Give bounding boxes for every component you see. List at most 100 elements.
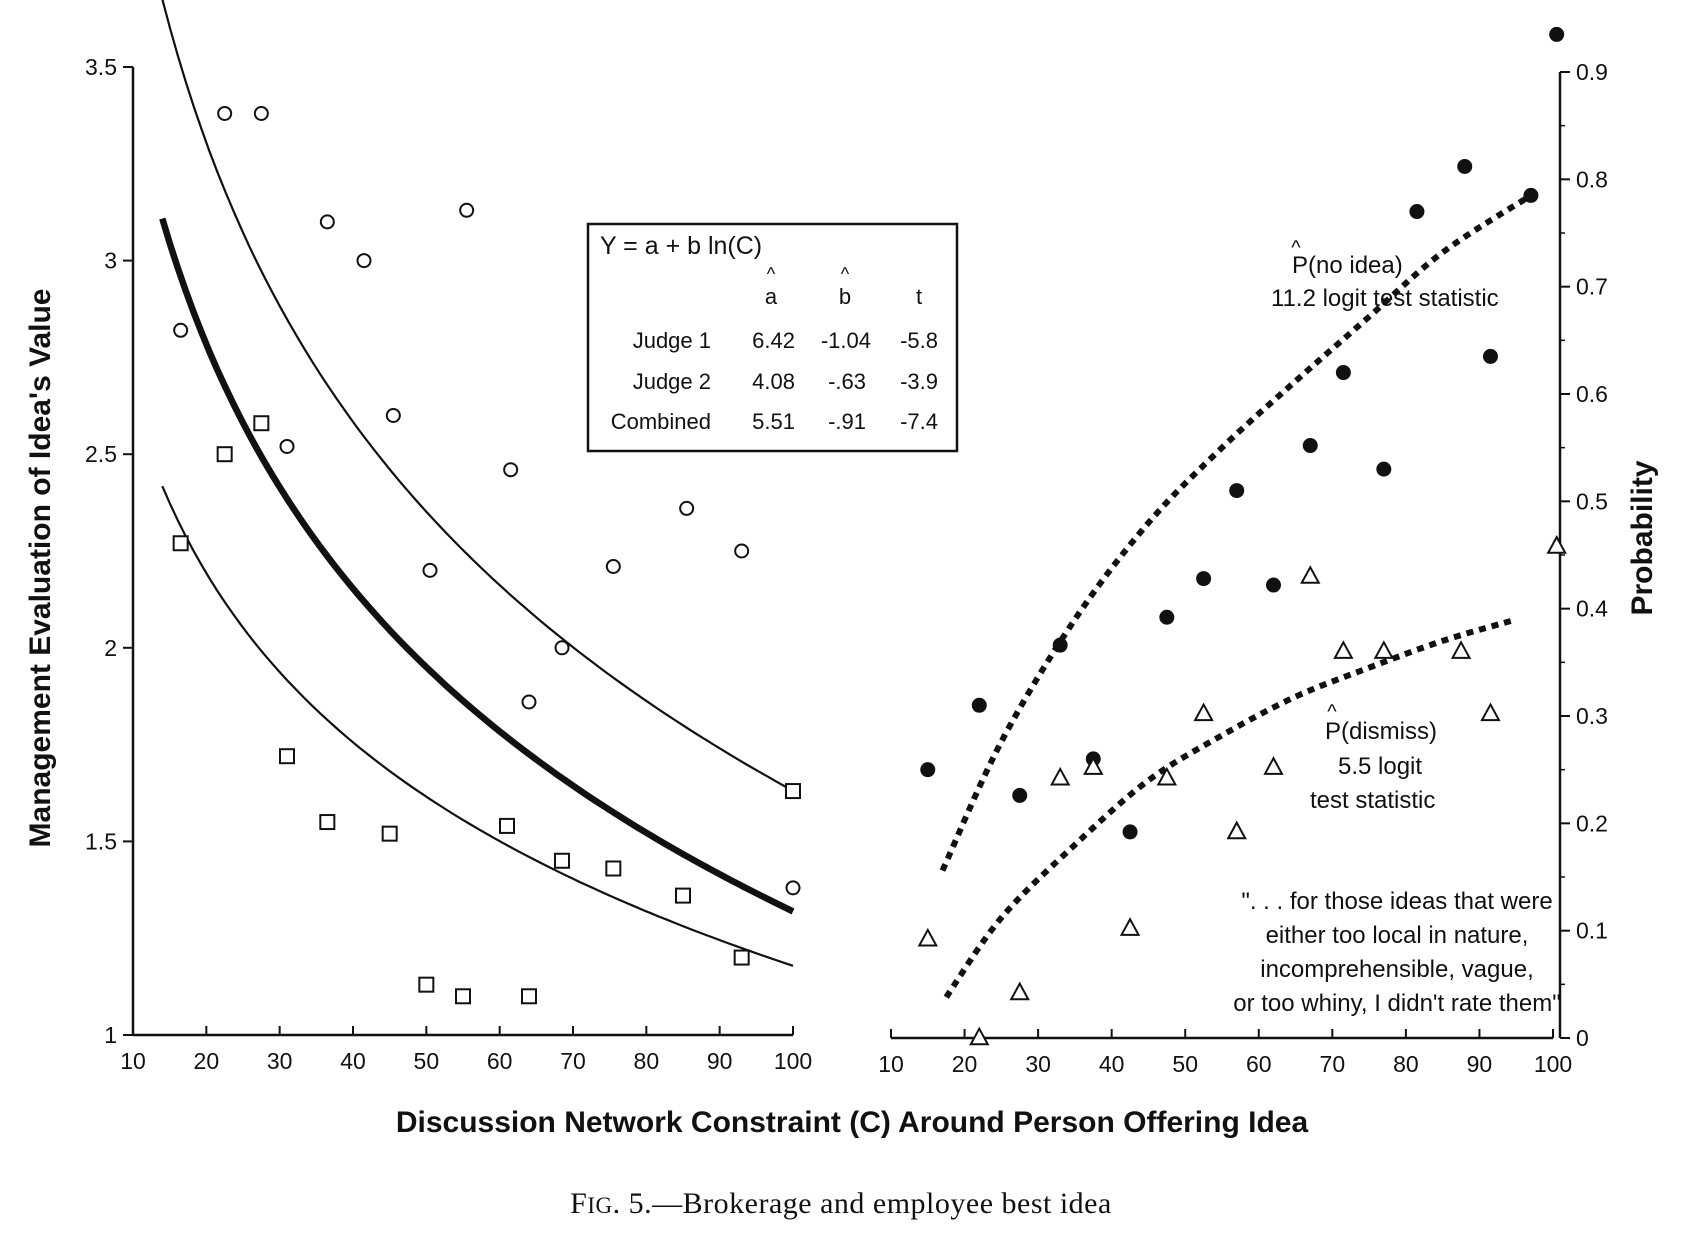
- open-triangle-point: [1049, 766, 1071, 786]
- caption-rest: . 5.—Brokerage and employee best idea: [613, 1187, 1112, 1220]
- open-circle-point: [605, 558, 621, 574]
- row-a-judge2: 4.08: [752, 369, 795, 394]
- x-tick-label: 90: [707, 1048, 733, 1074]
- quote-line-1: ". . . for those ideas that were: [1241, 888, 1552, 915]
- filled-circle-point: [1229, 483, 1245, 499]
- open-square-point: [418, 976, 435, 993]
- filled-circle-point: [1376, 461, 1392, 477]
- x-tick-label: 10: [120, 1048, 146, 1074]
- x-tick-label: 60: [1246, 1051, 1272, 1077]
- filled-circle-point: [1122, 824, 1138, 840]
- x-tick-label: 50: [414, 1048, 440, 1074]
- open-triangle-point: [1546, 535, 1567, 554]
- open-circle-point: [173, 322, 189, 338]
- fit-curve: [161, 0, 794, 792]
- open-triangle-point: [1300, 565, 1321, 584]
- open-square-point: [279, 748, 295, 765]
- y-tick-label: 0.4: [1576, 596, 1608, 622]
- y-tick-label: 2.5: [85, 441, 117, 467]
- header-t: t: [916, 284, 922, 309]
- caption-prefix: F: [570, 1187, 587, 1220]
- row-label-judge2: Judge 2: [633, 369, 711, 394]
- open-circle-point: [253, 105, 269, 121]
- filled-circle-point: [1012, 787, 1028, 803]
- x-tick-label: 40: [340, 1048, 366, 1074]
- row-t-judge1: -5.8: [900, 328, 938, 353]
- filled-circle-point: [1265, 577, 1281, 593]
- filled-circle-point: [1052, 637, 1068, 653]
- x-tick-label: 30: [1025, 1051, 1051, 1077]
- open-triangle-point: [1226, 820, 1247, 840]
- quote-annotation: ". . . for those ideas that were either …: [1233, 888, 1560, 1017]
- open-circle-point: [279, 438, 295, 454]
- row-t-judge2: -3.9: [900, 369, 938, 394]
- open-circle-point: [734, 543, 750, 559]
- open-circle-point: [422, 562, 438, 578]
- no-idea-hat: ^: [1291, 237, 1301, 259]
- open-circle-point: [503, 462, 519, 478]
- y-tick-label: 1: [104, 1022, 117, 1048]
- open-circle-point: [385, 407, 401, 423]
- x-tick-label: 80: [634, 1048, 660, 1074]
- figure-caption: FIG. 5.—Brokerage and employee best idea: [570, 1187, 1112, 1220]
- y-tick-label: 0.8: [1576, 166, 1608, 192]
- right-y-axis-title: Probability: [1626, 460, 1659, 615]
- open-circle-point: [356, 253, 372, 269]
- x-tick-label: 70: [560, 1048, 586, 1074]
- x-tick-label: 40: [1099, 1051, 1125, 1077]
- probability-curve: [943, 616, 1518, 999]
- open-triangle-point: [969, 1026, 990, 1046]
- row-t-combined: -7.4: [900, 409, 938, 434]
- y-tick-label: 0.3: [1576, 703, 1608, 729]
- quote-line-4: or too whiny, I didn't rate them": [1233, 990, 1560, 1017]
- open-square-point: [785, 783, 801, 800]
- fit-curve: [159, 217, 795, 915]
- filled-circle-point: [1409, 204, 1425, 220]
- row-b-judge1: -1.04: [821, 328, 871, 353]
- filled-circle-point: [1302, 438, 1318, 454]
- y-tick-label: 3: [104, 248, 117, 274]
- dismiss-stat-1: 5.5 logit: [1338, 753, 1422, 780]
- filled-circle-point: [1457, 158, 1473, 174]
- open-triangle-point: [1119, 917, 1141, 936]
- filled-circle-point: [1159, 609, 1175, 625]
- open-triangle-point: [1083, 756, 1104, 775]
- y-tick-label: 0.6: [1576, 381, 1608, 407]
- open-square-point: [521, 988, 537, 1005]
- filled-circle-point: [1196, 571, 1212, 587]
- row-a-combined: 5.51: [752, 409, 795, 434]
- left-panel: 10 20 30 40 50 60 70 80 90 100 1 1.5 2 2.5 3 3.5: [85, 0, 812, 1074]
- quote-line-3: incomprehensible, vague,: [1260, 956, 1534, 983]
- filled-circle-point: [971, 697, 987, 713]
- header-b: b: [839, 284, 851, 309]
- open-square-point: [253, 415, 270, 432]
- open-triangle-point: [917, 927, 938, 947]
- open-triangle-point: [1156, 766, 1178, 786]
- x-tick-label: 10: [878, 1051, 904, 1077]
- hat-a: ^: [767, 264, 776, 284]
- open-triangle-point: [1373, 640, 1395, 659]
- y-tick-label: 1.5: [85, 828, 117, 854]
- row-b-combined: -.91: [828, 409, 866, 434]
- x-tick-label: 30: [267, 1048, 293, 1074]
- open-square-point: [172, 535, 189, 552]
- table-equation: Y = a + b ln(C): [600, 232, 762, 260]
- open-circle-point: [459, 202, 475, 218]
- open-square-point: [554, 852, 570, 869]
- dismiss-label: ^ P(dismiss) 5.5 logit test statistic: [1310, 701, 1437, 814]
- row-label-judge1: Judge 1: [633, 328, 711, 353]
- open-square-point: [319, 814, 336, 831]
- dismiss-hat: ^: [1327, 701, 1337, 723]
- open-circle-point: [785, 880, 801, 896]
- open-circle-point: [319, 214, 335, 230]
- x-tick-label: 90: [1467, 1051, 1493, 1077]
- no-idea-title: P(no idea): [1292, 252, 1403, 279]
- open-triangle-point: [1193, 702, 1214, 722]
- y-tick-label: 0.1: [1576, 918, 1608, 944]
- y-tick-label: 0.2: [1576, 810, 1608, 836]
- open-triangle-point: [1333, 640, 1354, 659]
- filled-circle-point: [1523, 187, 1539, 203]
- hat-b: ^: [841, 264, 850, 284]
- no-idea-stat: 11.2 logit test statistic: [1271, 285, 1499, 312]
